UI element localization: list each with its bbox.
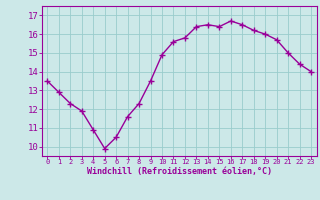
X-axis label: Windchill (Refroidissement éolien,°C): Windchill (Refroidissement éolien,°C) <box>87 167 272 176</box>
